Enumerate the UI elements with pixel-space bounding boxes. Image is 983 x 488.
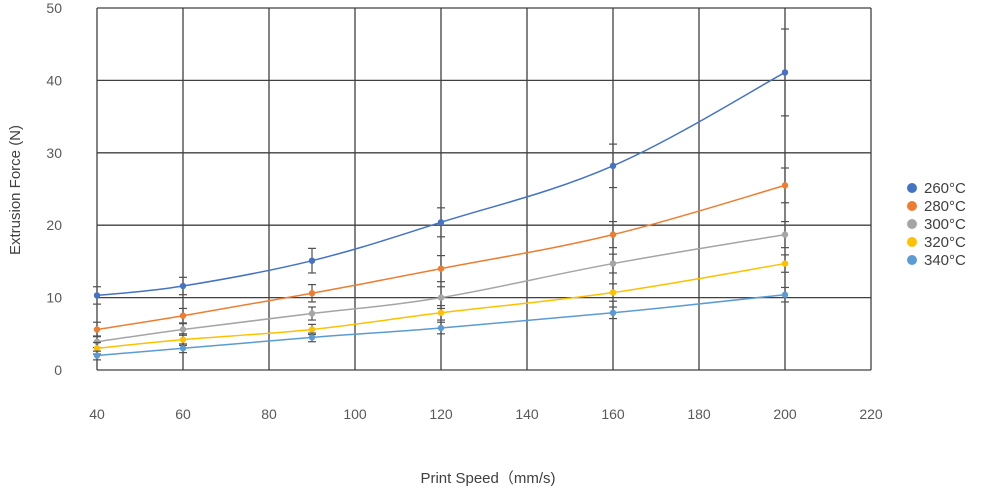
y-tick-label: 50 <box>46 0 62 16</box>
x-tick-label: 120 <box>429 406 453 422</box>
y-tick-label: 10 <box>46 290 62 306</box>
data-point <box>308 257 316 264</box>
data-point <box>308 310 316 317</box>
y-tick-label: 40 <box>46 72 62 88</box>
legend-item: 320°C <box>907 234 966 251</box>
legend-label: 300°C <box>924 216 966 233</box>
x-tick-label: 180 <box>687 406 711 422</box>
data-point <box>93 326 101 333</box>
x-tick-label: 200 <box>773 406 797 422</box>
data-point <box>93 292 101 299</box>
y-tick-labels: 0 10 20 30 40 50 <box>46 0 62 378</box>
data-point <box>308 290 316 297</box>
series-340°C <box>93 286 789 361</box>
x-tick-label: 60 <box>175 406 191 422</box>
data-point <box>437 294 445 301</box>
data-point <box>179 336 187 343</box>
series-280°C <box>93 167 789 338</box>
x-tick-label: 140 <box>515 406 539 422</box>
y-tick-label: 30 <box>46 145 62 161</box>
legend-item: 280°C <box>907 198 966 215</box>
legend-marker <box>907 201 917 211</box>
x-tick-label: 220 <box>859 406 883 422</box>
x-tick-labels: 40 60 80 100 120 140 160 180 200 220 <box>89 406 883 422</box>
data-point <box>308 326 316 333</box>
data-point <box>781 291 789 298</box>
data-point <box>179 345 187 352</box>
data-point <box>437 309 445 317</box>
legend-marker <box>907 237 917 247</box>
gridlines <box>96 7 872 371</box>
x-tick-label: 80 <box>261 406 277 422</box>
data-point <box>437 219 445 226</box>
legend-label: 340°C <box>924 252 966 269</box>
data-point <box>179 282 187 290</box>
legend-label: 260°C <box>924 180 966 197</box>
data-point <box>437 324 445 332</box>
legend-label: 320°C <box>924 234 966 251</box>
y-tick-label: 0 <box>54 362 62 378</box>
legend-marker <box>907 183 917 193</box>
data-point <box>179 326 187 333</box>
y-axis-title: Extrusion Force (N) <box>7 125 24 255</box>
data-point <box>609 260 617 267</box>
data-point <box>609 309 617 317</box>
series-320°C <box>93 254 789 355</box>
data-point <box>93 345 101 352</box>
x-tick-label: 40 <box>89 406 105 422</box>
data-point <box>609 231 617 238</box>
legend-marker <box>907 219 917 229</box>
y-tick-label: 20 <box>46 217 62 233</box>
data-point <box>781 182 789 189</box>
data-point <box>179 312 187 319</box>
x-tick-label: 100 <box>343 406 367 422</box>
legend-item: 260°C <box>907 180 966 197</box>
legend-label: 280°C <box>924 198 966 215</box>
x-tick-label: 160 <box>601 406 625 422</box>
data-point <box>609 162 617 170</box>
x-axis-title: Print Speed（mm/s) <box>420 470 555 487</box>
data-point <box>93 338 101 345</box>
legend-marker <box>907 255 917 265</box>
series-layer <box>93 28 789 361</box>
data-point <box>781 231 789 238</box>
legend-item: 300°C <box>907 216 966 233</box>
data-point <box>437 265 445 272</box>
legend-item: 340°C <box>907 252 966 269</box>
data-point <box>781 69 789 76</box>
series-260°C <box>93 28 789 305</box>
data-point <box>609 289 617 296</box>
data-point <box>308 334 316 341</box>
series-300°C <box>93 220 789 349</box>
data-point <box>781 260 789 267</box>
data-point <box>93 352 101 359</box>
